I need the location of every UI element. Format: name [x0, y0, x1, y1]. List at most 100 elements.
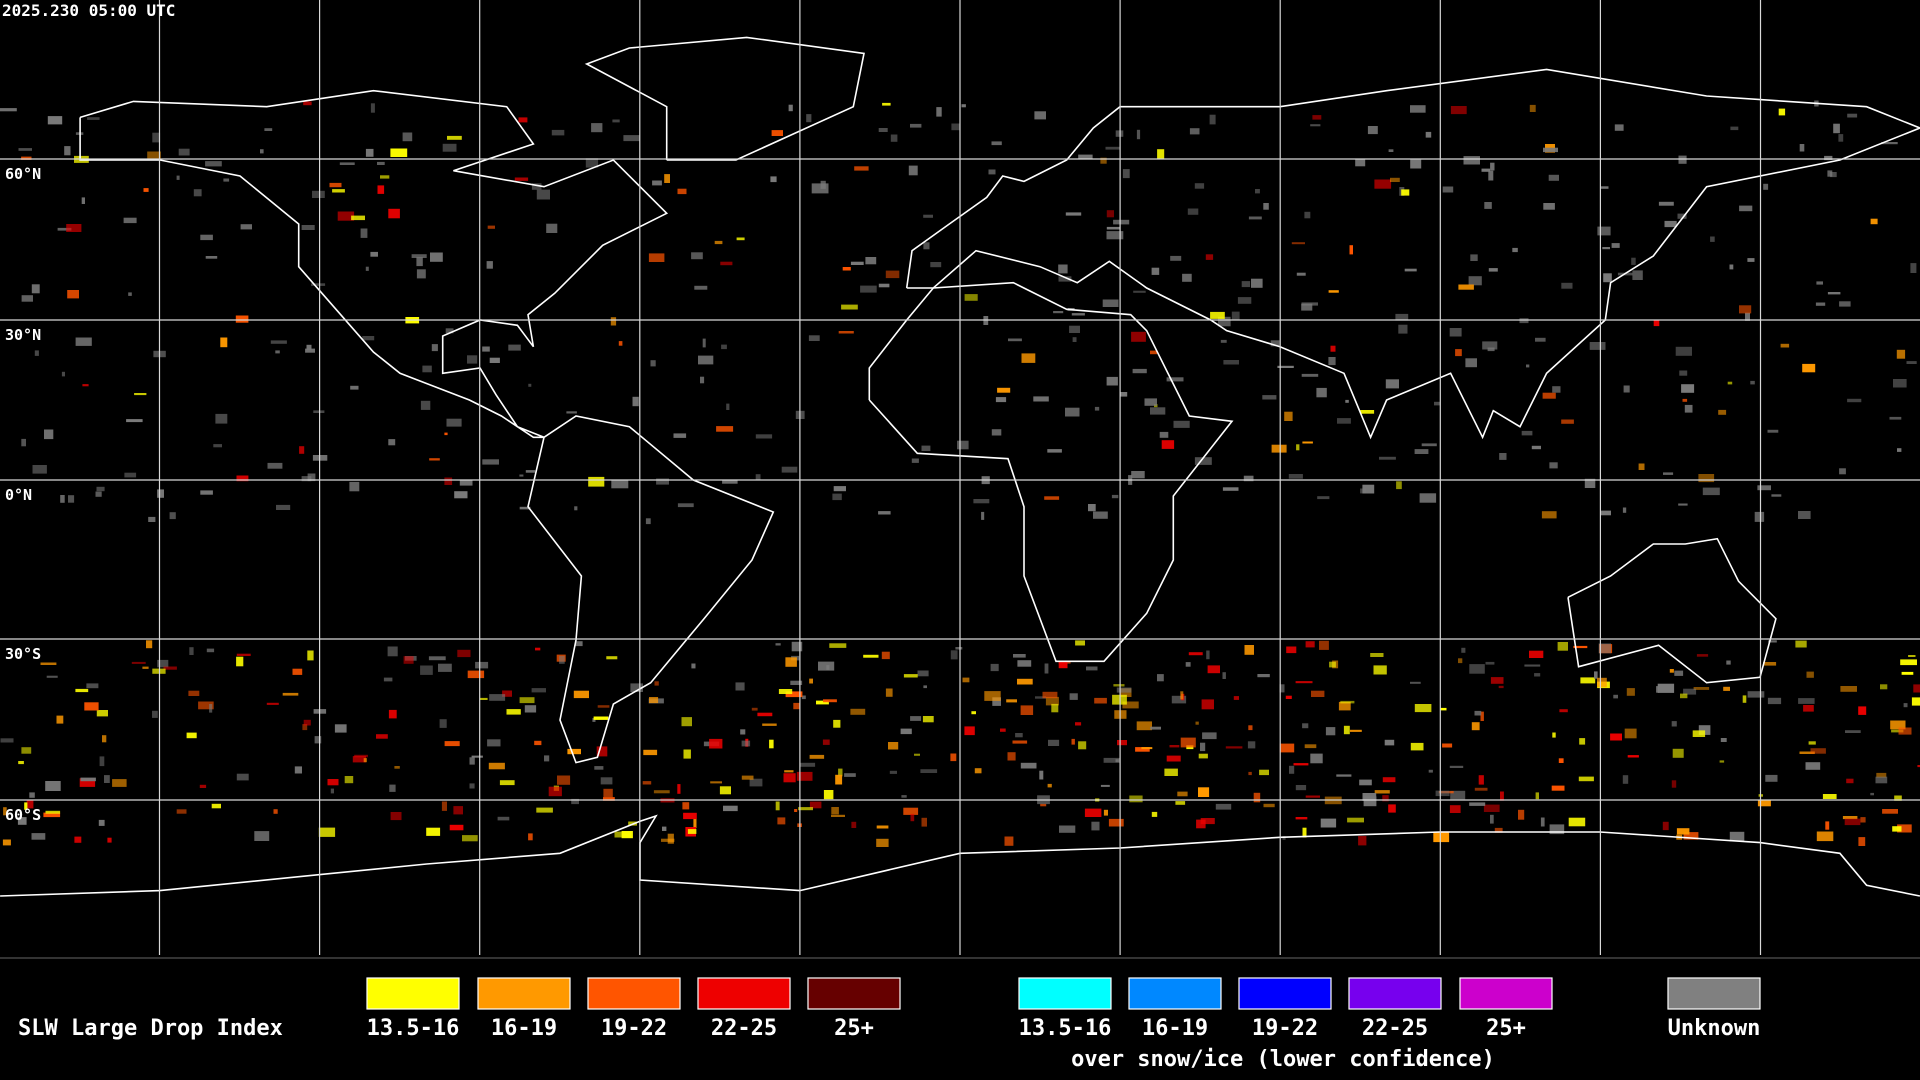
cloud-pixel	[1468, 276, 1482, 286]
cloud-pixel	[199, 784, 207, 788]
cloud-pixel	[632, 396, 639, 407]
cloud-pixel	[176, 175, 180, 180]
cloud-pixel	[1484, 202, 1492, 209]
graticule	[0, 0, 1920, 955]
cloud-pixel	[82, 384, 89, 387]
cloud-pixel	[1471, 722, 1480, 731]
cloud-pixel	[1180, 691, 1184, 700]
cloud-pixel	[1177, 791, 1188, 797]
cloud-pixel	[1113, 219, 1130, 225]
cloud-pixel	[865, 257, 877, 265]
cloud-pixel	[618, 341, 623, 346]
cloud-pixel	[1802, 363, 1816, 373]
cloud-pixel	[294, 766, 302, 774]
cloud-pixel	[1529, 104, 1536, 112]
cloud-pixel	[1739, 205, 1753, 212]
cloud-pixel	[1305, 795, 1320, 798]
cloud-pixel	[124, 472, 137, 478]
cloud-pixel	[26, 800, 34, 809]
cloud-pixel	[329, 182, 342, 188]
cloud-pixel	[603, 797, 615, 801]
cloud-pixel	[854, 166, 869, 171]
cloud-pixel	[794, 809, 798, 812]
cloud-pixel	[45, 810, 61, 814]
cloud-pixel	[142, 666, 149, 669]
cloud-pixel	[801, 695, 806, 700]
cloud-pixel	[311, 283, 326, 286]
cloud-pixel	[1205, 254, 1214, 260]
cloud-pixel	[1680, 693, 1688, 699]
cloud-pixel	[388, 439, 396, 446]
cloud-pixel	[1279, 743, 1295, 753]
cloud-pixel	[275, 350, 280, 354]
cloud-pixel	[770, 176, 777, 183]
cloud-pixel	[211, 803, 221, 809]
cloud-pixel	[544, 755, 550, 762]
cloud-pixel	[623, 135, 640, 142]
cloud-pixel	[1535, 337, 1546, 342]
cloud-pixel	[96, 710, 108, 717]
cloud-pixel	[1480, 711, 1484, 721]
cloud-pixel	[1325, 727, 1336, 736]
cloud-pixel	[148, 516, 156, 522]
cloud-pixel	[1017, 660, 1032, 667]
cloud-pixel	[1301, 303, 1313, 311]
cloud-pixel	[186, 732, 197, 739]
cloud-pixel	[1589, 342, 1606, 350]
cloud-pixel	[809, 678, 813, 684]
cloud-pixel	[1847, 398, 1862, 403]
cloud-pixel	[1901, 671, 1914, 675]
cloud-pixel	[1169, 745, 1180, 748]
cloud-pixel	[1847, 113, 1858, 118]
cloud-pixel	[1558, 758, 1564, 763]
cloud-pixel	[431, 344, 438, 352]
cloud-pixel	[1808, 741, 1816, 745]
cloud-pixel	[1521, 430, 1533, 436]
cloud-pixel	[677, 188, 687, 195]
cloud-pixel	[453, 806, 463, 815]
cloud-pixel	[606, 656, 618, 660]
cloud-pixel	[1218, 316, 1231, 327]
cloud-pixel	[1088, 504, 1096, 512]
cloud-pixel	[838, 331, 854, 334]
cloud-pixel	[21, 438, 26, 447]
legend-swatch	[1459, 977, 1553, 1010]
cloud-pixel	[683, 812, 697, 820]
cloud-pixel	[551, 129, 565, 136]
cloud-pixel	[850, 708, 866, 715]
cloud-pixel	[575, 641, 583, 647]
cloud-pixel	[777, 817, 786, 825]
cloud-pixel	[236, 653, 251, 656]
cloud-pixel	[213, 444, 222, 448]
cloud-pixel	[1047, 783, 1052, 788]
cloud-pixel	[193, 189, 202, 197]
cloud-pixel	[264, 128, 273, 131]
cloud-pixel	[1215, 803, 1232, 810]
cloud-pixel	[630, 683, 643, 692]
cloud-pixel	[1600, 186, 1609, 189]
cloud-pixel	[1259, 769, 1269, 776]
cloud-pixel	[1159, 431, 1169, 438]
cloud-pixel	[889, 770, 897, 774]
cloud-pixel	[1900, 659, 1917, 666]
cloud-pixel	[1881, 142, 1898, 145]
coastline	[905, 68, 1920, 440]
cloud-pixel	[314, 736, 322, 744]
cloud-pixel	[1209, 114, 1216, 125]
cloud-pixel	[1302, 827, 1307, 838]
cloud-pixel	[446, 418, 462, 427]
cloud-pixel	[1626, 688, 1635, 696]
cloud-pixel	[292, 668, 303, 675]
cloud-pixel	[1180, 737, 1196, 748]
cloud-pixel	[1251, 278, 1263, 288]
cloud-pixel	[1897, 824, 1912, 833]
cloud-pixel	[1653, 320, 1660, 327]
cloud-pixel	[43, 812, 61, 818]
cloud-pixel	[1882, 809, 1898, 814]
cloud-pixel	[1122, 169, 1130, 179]
cloud-pixel	[1355, 159, 1366, 167]
cloud-pixel	[1069, 325, 1080, 333]
legend-swatch	[1018, 977, 1112, 1010]
cloud-pixel	[301, 476, 312, 482]
cloud-pixel	[901, 795, 907, 798]
